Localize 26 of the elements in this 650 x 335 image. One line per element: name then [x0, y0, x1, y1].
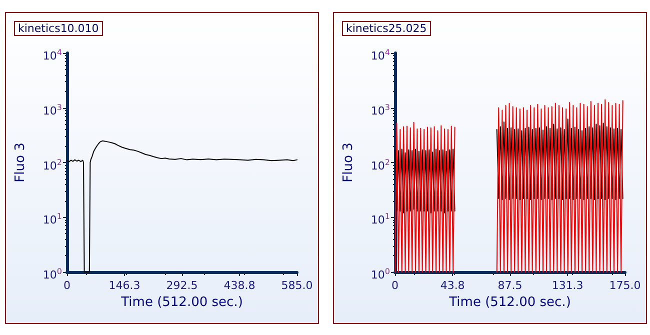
chart-title: kinetics25.025: [346, 22, 427, 35]
y-tick-label: 10$^{0}$: [370, 266, 390, 282]
y-tick-label: 10$^{4}$: [370, 47, 390, 63]
x-tick-label: 175.0: [609, 279, 641, 292]
y-axis-title: Fluo 3: [13, 142, 28, 182]
x-tick-label: 0: [392, 279, 398, 292]
x-tick-label: 131.3: [552, 279, 584, 292]
y-tick-label: 10$^{3}$: [370, 102, 390, 118]
y-tick-label: 10$^{1}$: [370, 211, 390, 227]
y-axis-title: Fluo 3: [341, 142, 356, 182]
y-tick-label: 10$^{0}$: [42, 266, 62, 282]
x-axis-title: Time (512.00 sec.): [120, 294, 243, 310]
x-axis-title: Time (512.00 sec.): [448, 294, 571, 310]
x-tick-label: 87.5: [498, 279, 522, 292]
x-tick-label: 0: [64, 279, 70, 292]
x-tick-label: 438.8: [224, 279, 256, 292]
y-tick-label: 10$^{2}$: [370, 156, 390, 172]
chart-title: kinetics10.010: [18, 22, 99, 35]
x-tick-label: 292.5: [166, 279, 198, 292]
y-tick-label: 10$^{1}$: [42, 211, 62, 227]
x-tick-label: 43.8: [440, 279, 465, 292]
y-tick-label: 10$^{2}$: [42, 156, 62, 172]
x-tick-label: 146.3: [108, 279, 140, 292]
y-tick-label: 10$^{3}$: [42, 102, 62, 118]
x-tick-label: 585.0: [281, 279, 313, 292]
y-tick-label: 10$^{4}$: [42, 47, 62, 63]
